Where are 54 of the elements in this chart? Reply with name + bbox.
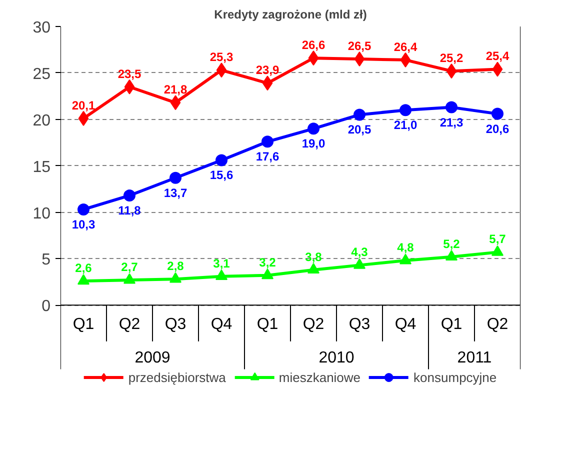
data-label: 23,9: [256, 63, 280, 78]
y-tick-label: 5: [42, 252, 51, 269]
data-label: 3,2: [259, 255, 276, 270]
data-label: 4,8: [397, 240, 414, 255]
legend-label: konsumpcyjne: [414, 370, 497, 384]
x-tick-label: Q2: [302, 316, 324, 334]
data-label: 13,7: [164, 186, 188, 200]
data-label: 17,6: [256, 150, 280, 164]
data-label: 2,8: [167, 259, 184, 274]
data-label: 19,0: [302, 136, 326, 151]
data-label: 21,8: [164, 82, 188, 97]
y-tick-label: 0: [42, 298, 51, 316]
x-tick-label: Q4: [394, 316, 416, 334]
data-label: 21,3: [440, 115, 464, 130]
x-tick-label: Q1: [72, 316, 94, 334]
text: 2009: [134, 350, 170, 367]
data-label: 2,7: [121, 260, 138, 274]
data-label: 26,6: [302, 38, 326, 52]
text: 2010: [318, 350, 354, 367]
data-label: 26,4: [394, 40, 418, 54]
data-label: 3,8: [305, 250, 322, 264]
legend-label: przedsiębiorstwa: [128, 370, 226, 384]
chart-title: Kredyty zagrożone (mld zł): [214, 8, 367, 22]
data-label: 2,6: [75, 260, 92, 275]
y-tick-label: 20: [32, 112, 51, 130]
data-label: 20,1: [72, 98, 96, 112]
data-label: 20,6: [486, 122, 510, 136]
text: 2011: [457, 350, 492, 367]
data-label: 25,2: [440, 51, 464, 66]
data-label: 25,4: [486, 49, 510, 64]
x-tick-label: Q3: [164, 316, 186, 334]
y-tick-label: 25: [32, 66, 51, 83]
data-label: 11,8: [118, 204, 142, 218]
data-label: 5,7: [489, 232, 506, 246]
data-label: 25,3: [210, 50, 234, 64]
x-tick-label: Q1: [256, 316, 278, 334]
data-label: 5,2: [443, 236, 460, 251]
x-tick-label: Q3: [348, 316, 370, 334]
x-tick-label: Q4: [210, 316, 232, 334]
x-tick-label: Q2: [486, 316, 508, 334]
legend-label: mieszkaniowe: [278, 370, 361, 384]
data-label: 4,3: [351, 245, 368, 260]
y-tick-label: 10: [32, 205, 51, 222]
x-tick-label: Q2: [118, 316, 140, 334]
data-label: 21,0: [394, 118, 418, 132]
y-tick-label: 15: [32, 158, 51, 176]
data-label: 26,5: [348, 39, 372, 54]
data-label: 10,3: [72, 217, 96, 232]
y-tick-label: 30: [32, 20, 51, 36]
data-label: 23,5: [118, 66, 142, 81]
data-label: 20,5: [348, 122, 372, 137]
data-label: 15,6: [210, 168, 234, 182]
data-label: 3,1: [213, 256, 230, 270]
x-tick-label: Q1: [440, 316, 462, 334]
